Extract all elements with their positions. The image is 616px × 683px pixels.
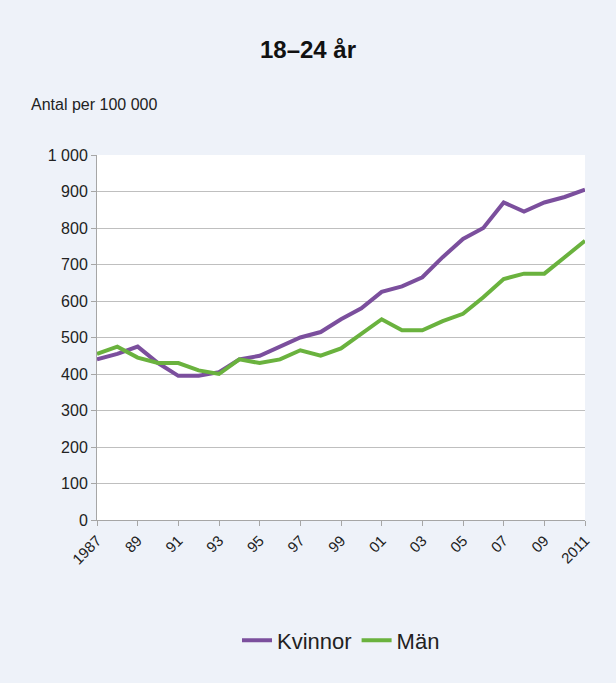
svg-text:400: 400	[61, 366, 88, 383]
svg-text:99: 99	[325, 532, 349, 556]
svg-text:2011: 2011	[558, 532, 593, 567]
svg-text:600: 600	[61, 293, 88, 310]
svg-text:Män: Män	[397, 629, 440, 654]
svg-text:09: 09	[528, 532, 552, 556]
svg-text:800: 800	[61, 220, 88, 237]
svg-text:95: 95	[243, 532, 267, 556]
svg-text:01: 01	[365, 532, 389, 556]
svg-text:91: 91	[162, 532, 186, 556]
svg-text:1 000: 1 000	[48, 147, 88, 164]
svg-text:100: 100	[61, 475, 88, 492]
svg-text:03: 03	[406, 532, 430, 556]
svg-text:97: 97	[284, 532, 308, 556]
svg-text:300: 300	[61, 402, 88, 419]
svg-text:07: 07	[487, 532, 511, 556]
svg-text:Kvinnor: Kvinnor	[277, 629, 352, 654]
svg-text:200: 200	[61, 439, 88, 456]
svg-text:18–24 år: 18–24 år	[260, 36, 356, 63]
svg-text:500: 500	[61, 329, 88, 346]
svg-text:Antal per 100 000: Antal per 100 000	[31, 96, 157, 113]
svg-text:700: 700	[61, 256, 88, 273]
svg-text:900: 900	[61, 183, 88, 200]
svg-text:1987: 1987	[69, 532, 105, 568]
svg-text:05: 05	[447, 532, 471, 556]
svg-text:93: 93	[203, 532, 227, 556]
svg-text:0: 0	[79, 512, 88, 529]
svg-text:89: 89	[121, 532, 145, 556]
